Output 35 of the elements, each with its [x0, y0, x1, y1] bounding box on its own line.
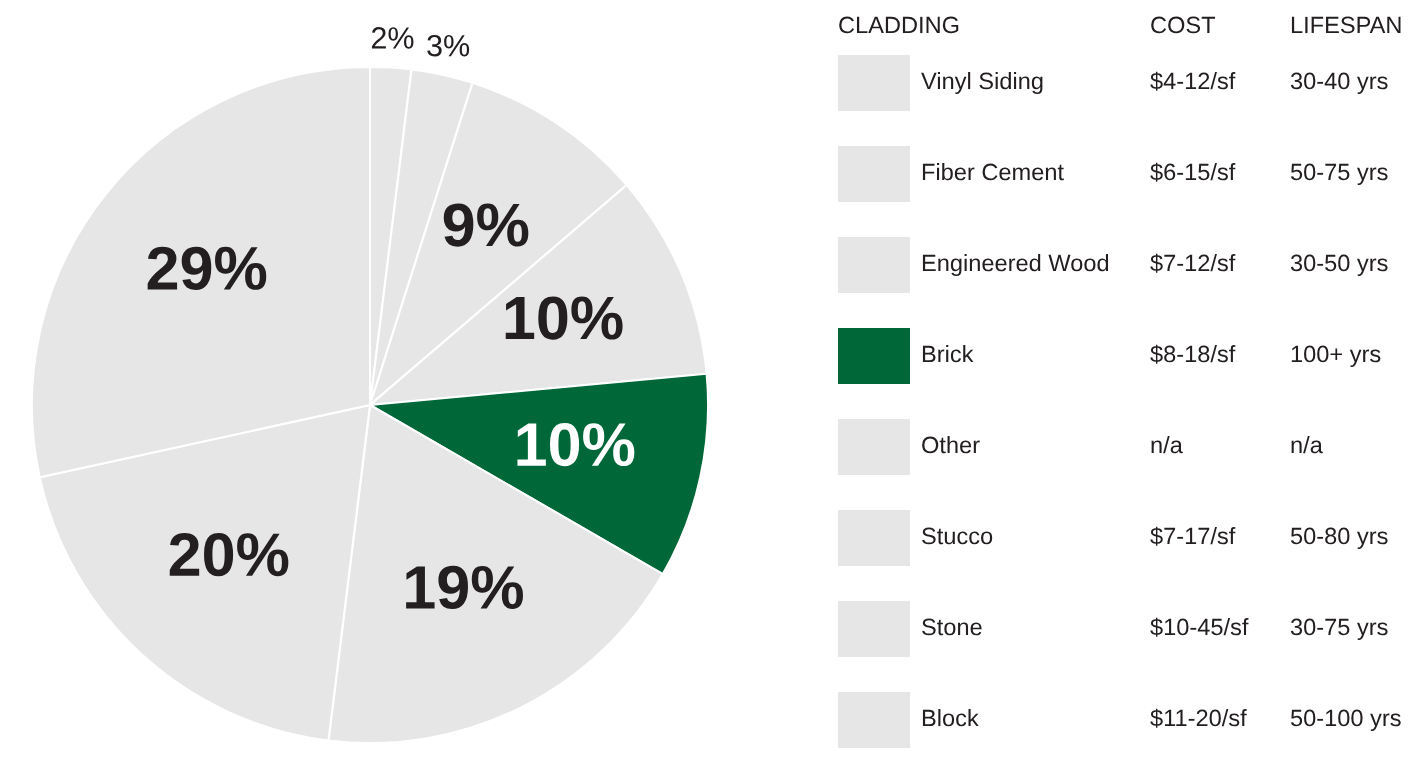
data-label: 10%: [517, 422, 635, 467]
text: LIFESPAN: [1291, 16, 1401, 34]
legend-label: Block: [922, 708, 979, 727]
text: 50-75 yrs: [1290, 163, 1388, 185]
text: $6-15/sf: [1150, 162, 1236, 182]
data-label: 2%: [371, 27, 414, 49]
data-label: 29%: [147, 246, 267, 290]
text: n/a: [1151, 435, 1183, 454]
text: $11-20/sf: [1150, 708, 1247, 728]
legend-label: Other: [922, 435, 980, 454]
text: $4-12/sf: [1150, 71, 1236, 91]
text: 30-50 yrs: [1290, 254, 1388, 277]
text: 30-75 yrs: [1290, 618, 1388, 641]
data-label: 3%: [427, 34, 470, 57]
data-label: 19%: [406, 565, 523, 610]
data-label: 9%: [443, 203, 529, 247]
text: 100+ yrs: [1291, 345, 1381, 368]
text: $7-12/sf: [1150, 253, 1236, 273]
legend-label: Brick: [922, 345, 974, 363]
data-label: 20%: [169, 533, 289, 577]
text: n/a: [1291, 435, 1323, 454]
legend-label: Engineered Wood: [922, 254, 1109, 277]
text: $10-45/sf: [1150, 617, 1249, 637]
text: 50-80 yrs: [1290, 527, 1388, 550]
text: COST: [1151, 16, 1216, 34]
text: $8-18/sf: [1150, 344, 1236, 364]
text: 30-40 yrs: [1290, 72, 1388, 95]
legend-title: CLADDING: [839, 16, 959, 34]
text: $7-17/sf: [1150, 526, 1236, 546]
legend-label: Stucco: [922, 527, 993, 545]
legend-label: Stone: [922, 618, 982, 636]
legend-label: Vinyl Siding: [921, 72, 1043, 95]
legend-label: Fiber Cement: [922, 163, 1064, 181]
text: 50-100 yrs: [1290, 709, 1401, 732]
data-label: 10%: [505, 296, 623, 340]
